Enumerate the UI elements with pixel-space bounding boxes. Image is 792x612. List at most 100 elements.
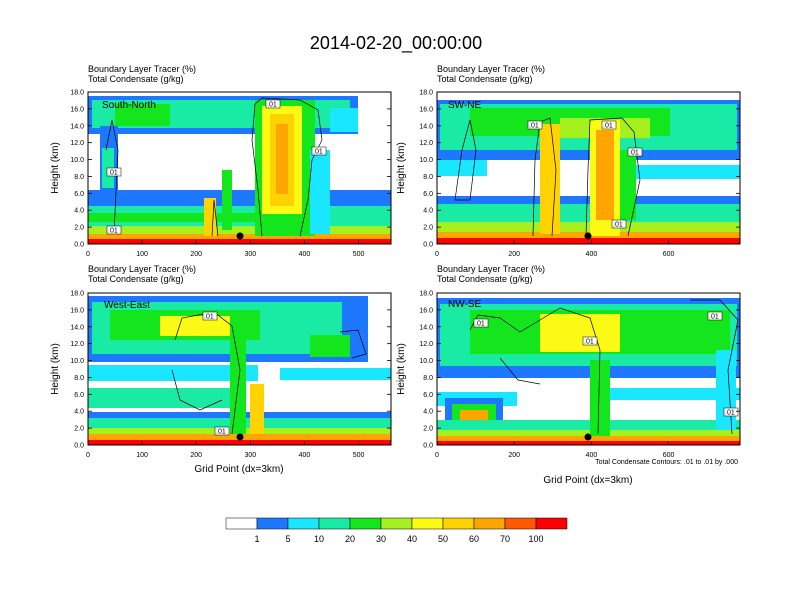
x-tick-label: 200 [508,251,520,258]
colorbar-swatch [349,517,382,530]
y-axis-label: Height (km) [396,343,407,395]
panel-sw-ne: Boundary Layer Tracer (%) Total Condensa… [396,64,741,258]
x-tick-label: 0 [86,251,90,258]
y-tick-label: 8.0 [74,375,84,382]
panel-label: South-North [102,100,156,111]
y-tick-label: 10.0 [70,157,84,164]
panel-axes: 0 200 400 600 0.0 2.0 4.0 6.0 8.0 10.0 12.0 14.0 16.… [419,90,740,258]
colorbar-swatch [225,517,258,530]
y-tick-label: 6.0 [74,191,84,198]
y-tick-label: 6.0 [423,392,433,399]
colorbar-label: 50 [438,534,448,544]
contour-label: .01 [216,429,226,436]
x-tick-label: 200 [190,251,202,258]
panel-frame [436,292,741,446]
contour-labels: .01 .01 .01 .01 [106,99,327,235]
y-tick-label: 12.0 [70,341,84,348]
contour-label: .01 [313,149,323,156]
x-axis-label: Grid Point (dx=3km) [194,464,283,475]
colorbar-swatch [504,517,537,530]
panel-header-line1: Boundary Layer Tracer (%) [88,264,196,274]
x-tick-label: 500 [353,251,365,258]
contour-labels: .01 .01 .01 .01 [473,311,739,417]
y-tick-label: 6.0 [74,392,84,399]
condensate-contours [171,311,367,435]
x-tick-label: 400 [299,251,311,258]
colorbar-label: 100 [528,534,543,544]
y-tick-label: 18.0 [419,291,433,298]
panel-label: West-East [104,300,150,311]
x-tick-label: 400 [586,251,598,258]
contour-labels: .01 .01 .01 .01 [527,120,643,229]
colorbar-swatch [473,517,506,530]
y-tick-label: 2.0 [74,225,84,232]
contour-label: .01 [584,339,594,346]
heatmap-field [437,293,740,445]
contour-label: .01 [613,222,623,229]
panel-label: NW-SE [448,299,481,310]
y-tick-label: 12.0 [70,140,84,147]
panel-header-line1: Boundary Layer Tracer (%) [437,64,545,74]
x-tick-label: 200 [508,452,520,459]
y-axis-label: Height (km) [50,343,61,395]
colorbar-swatch [318,517,351,530]
panel-frame [87,91,392,245]
y-tick-label: 18.0 [419,90,433,97]
x-tick-label: 600 [663,452,675,459]
colorbar-label: 60 [469,534,479,544]
location-marker [236,433,244,441]
colorbar-swatch [411,517,444,530]
colorbar-swatch [380,517,413,530]
panel-header-line2: Total Condensate (g/kg) [437,74,533,84]
y-tick-label: 16.0 [419,307,433,314]
y-tick-label: 14.0 [70,324,84,331]
y-axis-label: Height (km) [50,142,61,194]
y-tick-label: 2.0 [423,225,433,232]
y-tick-label: 18.0 [70,291,84,298]
y-tick-label: 12.0 [419,140,433,147]
y-tick-label: 4.0 [74,409,84,416]
y-tick-label: 8.0 [423,174,433,181]
y-tick-label: 10.0 [70,358,84,365]
y-tick-label: 16.0 [70,307,84,314]
y-tick-label: 10.0 [419,157,433,164]
panel-frame [436,91,741,245]
panel-axes: 0 100 200 300 400 500 0.0 2.0 4.0 6.0 8.0 10.0 12.0 1… [70,291,391,459]
contour-label: .01 [204,314,214,321]
panel-header-line2: Total Condensate (g/kg) [88,274,184,284]
location-marker [236,232,244,240]
y-tick-label: 4.0 [74,208,84,215]
colorbar-swatch [442,517,475,530]
y-tick-label: 2.0 [74,426,84,433]
x-tick-label: 400 [299,452,311,459]
panel-label: SW-NE [448,100,481,111]
y-tick-label: 14.0 [419,324,433,331]
colorbar-label: 40 [407,534,417,544]
contour-label: .01 [529,123,539,130]
contour-label: .01 [108,228,118,235]
colorbar: 1 5 10 20 30 40 50 60 70 100 [225,517,568,544]
y-tick-label: 6.0 [423,191,433,198]
y-tick-label: 0.0 [423,443,433,450]
x-tick-label: 100 [136,452,148,459]
figure-title: 2014-02-20_00:00:00 [310,33,482,54]
panel-south-north: Boundary Layer Tracer (%) Total Condensa… [50,64,392,258]
y-tick-label: 8.0 [423,375,433,382]
panel-header-line2: Total Condensate (g/kg) [88,74,184,84]
y-tick-label: 0.0 [423,242,433,249]
x-tick-label: 500 [353,452,365,459]
colorbar-swatch [256,517,289,530]
condensate-contours [105,97,323,237]
y-tick-label: 0.0 [74,242,84,249]
location-marker [584,433,592,441]
x-tick-label: 200 [190,452,202,459]
y-tick-label: 18.0 [70,90,84,97]
contour-label: .01 [709,314,719,321]
colorbar-label: 30 [376,534,386,544]
contour-label: .01 [603,123,613,130]
contour-labels: .01 .01 [202,311,230,436]
heatmap-field [437,92,740,244]
panel-frame [87,292,392,446]
y-tick-label: 4.0 [423,409,433,416]
